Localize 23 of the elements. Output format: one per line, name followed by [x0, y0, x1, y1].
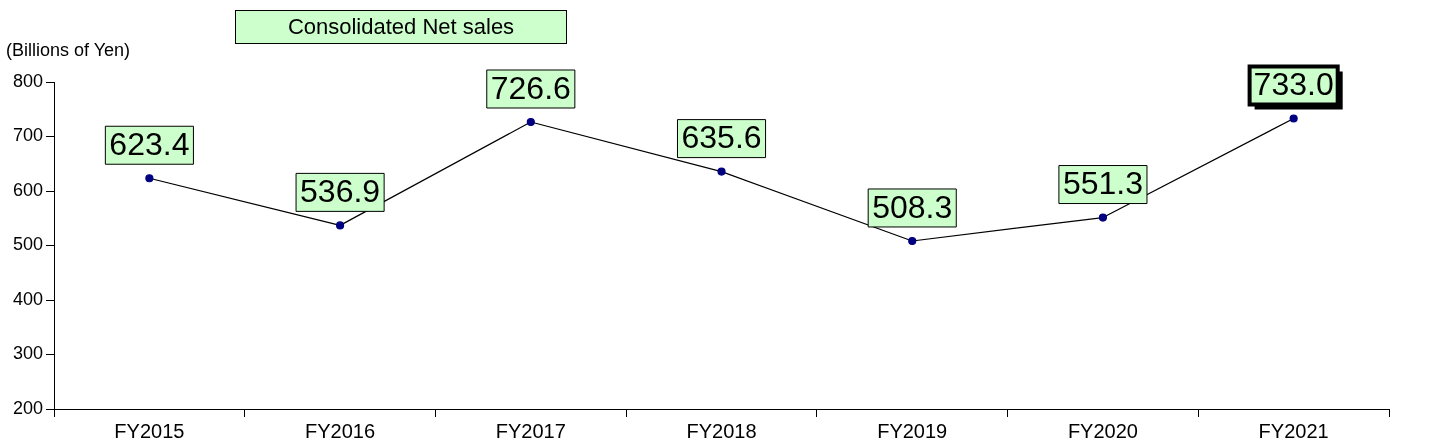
x-tick-label: FY2018: [686, 419, 757, 442]
text: 733.0: [1253, 66, 1334, 103]
text: 726.6: [490, 69, 571, 106]
y-tick-label: 800: [12, 70, 44, 91]
y-tick-label: 300: [12, 343, 44, 364]
text: 623.4: [109, 126, 190, 163]
y-axis-title: (Billions of Yen): [6, 40, 131, 61]
x-tick-label: FY2021: [1258, 419, 1329, 442]
x-tick-label: FY2019: [877, 419, 948, 442]
y-tick-label: 500: [12, 234, 44, 255]
x-tick-label: FY2015: [114, 419, 185, 442]
y-tick-label: 700: [12, 125, 44, 146]
y-tick-label: 600: [12, 179, 44, 200]
text: 508.3: [872, 188, 953, 225]
text: 536.9: [300, 173, 381, 210]
y-tick-label: 400: [12, 288, 44, 309]
x-tick-label: FY2017: [495, 419, 566, 442]
chart-title: Consolidated Net sales: [235, 10, 567, 44]
y-tick-label: 200: [12, 397, 44, 418]
text: 551.3: [1062, 165, 1143, 202]
x-tick-label: FY2016: [305, 419, 376, 442]
text: 635.6: [681, 119, 762, 156]
x-tick-label: FY2020: [1067, 419, 1138, 442]
